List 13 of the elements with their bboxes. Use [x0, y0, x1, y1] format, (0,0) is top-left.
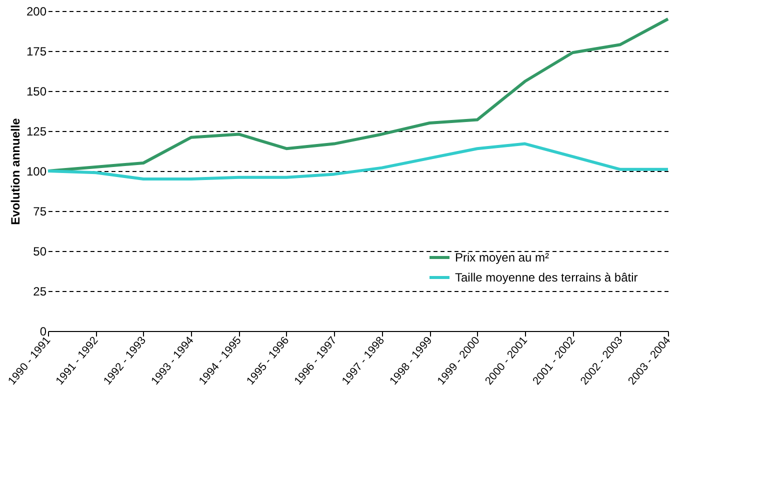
y-tick-label: 125 — [26, 124, 47, 138]
y-tick-label: 150 — [26, 84, 47, 98]
y-tick-label: 175 — [26, 44, 47, 58]
y-tick-label: 75 — [33, 204, 47, 218]
y-tick-label: 25 — [33, 284, 47, 298]
legend-label: Taille moyenne des terrains à bâtir — [455, 270, 638, 284]
y-tick-label: 50 — [33, 244, 47, 258]
legend-label: Prix moyen au m² — [455, 250, 550, 264]
y-axis-title: Evolution annuelle — [8, 118, 22, 225]
line-series — [46, 142, 670, 180]
y-tick-label: 0 — [40, 324, 47, 338]
y-tick-label: 100 — [26, 164, 47, 178]
y-tick-label: 200 — [26, 4, 47, 18]
